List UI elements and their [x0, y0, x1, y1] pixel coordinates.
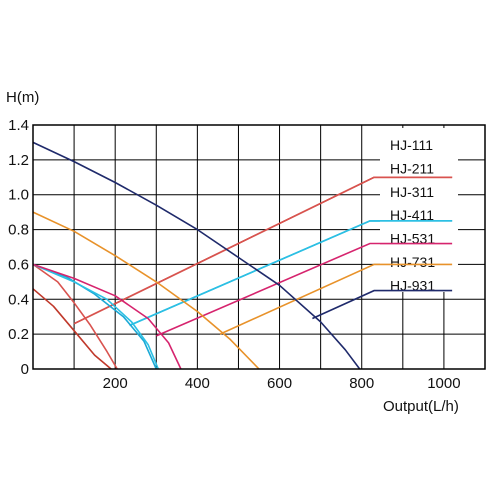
legend: HJ-111 HJ-211 HJ-311 HJ-411 HJ-531 HJ-731 HJ-9… — [380, 128, 458, 293]
series-lines — [32, 141, 361, 370]
x-tick-label: 600 — [267, 375, 292, 392]
leader-line-hj-931 — [312, 289, 453, 320]
y-tick-label: 0.4 — [8, 291, 29, 308]
x-tick-label: 1000 — [427, 375, 460, 392]
x-tick-label: 400 — [185, 375, 210, 392]
legend-entry-hj-311: HJ-311 — [390, 184, 434, 200]
y-tick-label: 1.0 — [8, 187, 29, 204]
y-tick-label: 1.2 — [8, 152, 29, 169]
y-tick-label: 0.6 — [8, 256, 29, 273]
y-tick-label: 0.8 — [8, 222, 29, 239]
plot-frame — [32, 124, 486, 370]
y-tick-label: 0.2 — [8, 326, 29, 343]
legend-entry-hj-111: HJ-111 — [390, 137, 433, 153]
y-tick-label: 1.4 — [8, 117, 29, 134]
x-axis-label: Output(L/h) — [383, 398, 459, 415]
series-line-hj-411 — [32, 263, 160, 370]
legend-entry-hj-211: HJ-211 — [390, 160, 434, 176]
legend-entry-hj-531: HJ-531 — [390, 231, 435, 247]
legend-entry-hj-411: HJ-411 — [390, 207, 434, 223]
series-line-hj-531 — [32, 263, 182, 370]
x-tick-labels: 200 400 600 800 1000 — [103, 375, 461, 392]
y-tick-labels: 0 0.2 0.4 0.6 0.8 1.0 1.2 1.4 — [8, 117, 29, 378]
legend-entry-hj-731: HJ-731 — [390, 254, 435, 270]
series-line-hj-311 — [32, 263, 158, 370]
x-tick-label: 200 — [103, 375, 128, 392]
y-axis-label: H(m) — [6, 89, 39, 106]
series-line-hj-731 — [32, 211, 260, 370]
series-line-hj-211 — [32, 263, 118, 370]
x-tick-label: 800 — [349, 375, 374, 392]
series-line-hj-931 — [32, 141, 361, 370]
y-tick-label: 0 — [21, 361, 29, 378]
series-line-hj-111 — [32, 288, 112, 370]
legend-entry-hj-931: HJ-931 — [390, 277, 435, 293]
